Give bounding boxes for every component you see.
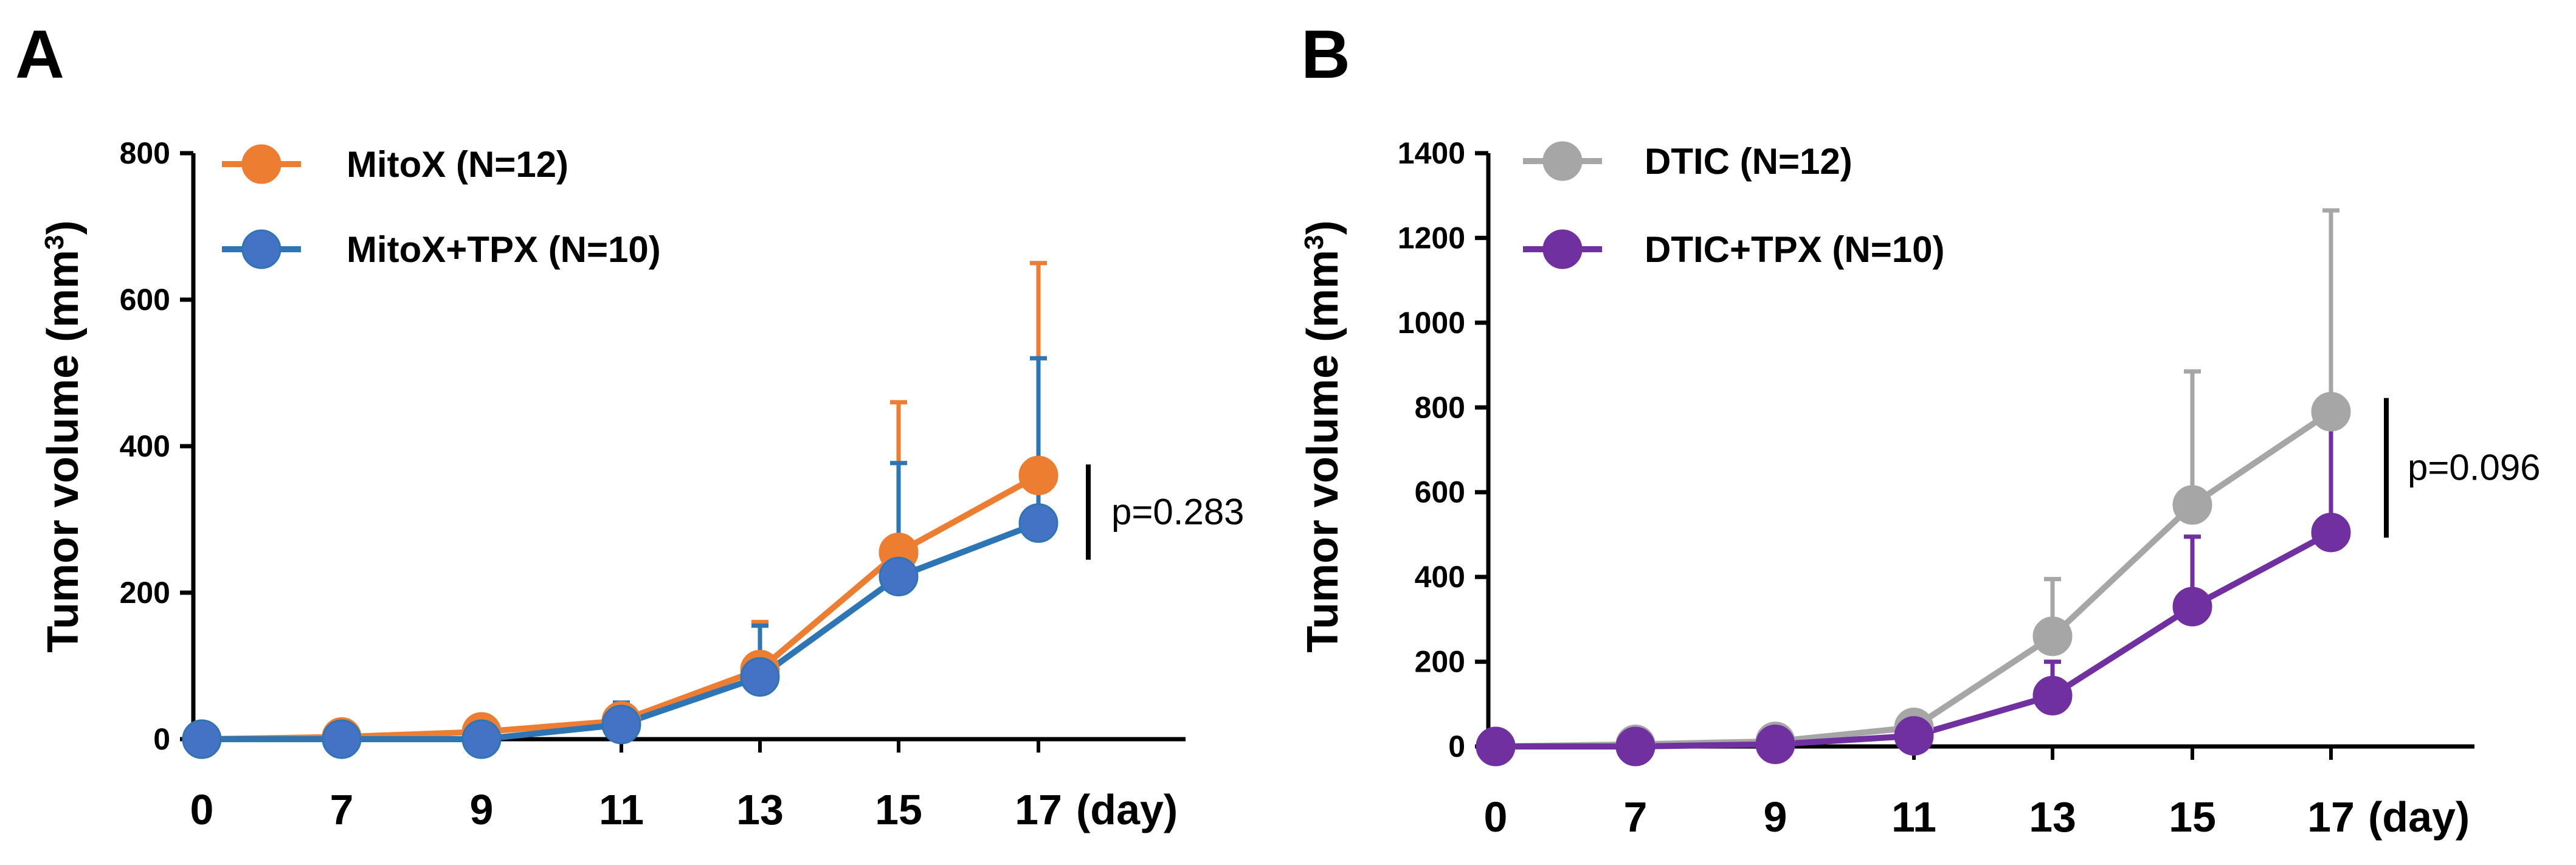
panel-a-error-bars	[613, 261, 1047, 725]
y-tick-label: 1000	[1398, 306, 1465, 340]
y-tick-label: 600	[1415, 475, 1465, 509]
data-point	[2172, 587, 2212, 627]
y-tick-label: 1400	[1398, 136, 1465, 170]
data-point	[601, 705, 641, 745]
y-tick-label: 0	[153, 722, 170, 756]
y-tick-label: 400	[120, 429, 170, 463]
data-point	[2032, 616, 2073, 657]
panel-a-axes	[180, 151, 1186, 753]
y-tick-label: 600	[120, 283, 170, 317]
x-tick-label: 9	[470, 786, 494, 833]
data-point	[461, 719, 502, 759]
legend-marker	[1542, 141, 1583, 181]
x-tick-label: 13	[2029, 793, 2076, 841]
x-tick-label: 15	[2169, 793, 2216, 841]
panel-a-data-points	[182, 455, 1058, 759]
x-tick-label: 15	[875, 786, 922, 833]
data-point	[322, 719, 362, 759]
x-tick-label: 11	[599, 786, 644, 833]
panel-b-p-value-annotation: p=0.096	[2384, 398, 2541, 538]
panel-b-legend: DTIC (N=12) DTIC+TPX (N=10)	[1523, 141, 1944, 270]
panel-a-series-lines	[201, 472, 1040, 742]
panel-a-letter: A	[15, 16, 64, 92]
y-tick-label: 200	[1415, 645, 1465, 679]
legend-label: DTIC (N=12)	[1645, 141, 1853, 182]
legend-label: MitoX (N=12)	[347, 144, 568, 185]
panel-b-y-axis-label: Tumor volume (mm3)	[1299, 220, 1347, 652]
panel-a-y-axis-label: Tumor volume (mm3)	[39, 220, 88, 652]
panel-a-tick-labels: 0 200 400 600 800 0 7 9 11 13 15 17 (day)	[120, 136, 1178, 833]
data-point	[1615, 726, 1656, 767]
x-tick-label: 0	[190, 786, 214, 833]
panel-b-data-points	[1476, 391, 2351, 767]
data-point	[1476, 726, 1516, 767]
x-tick-label: 17	[1015, 786, 1062, 833]
y-tick-label: 1200	[1398, 221, 1465, 255]
panel-b-series-lines	[1495, 409, 2333, 750]
y-tick-label: 0	[1448, 729, 1465, 763]
data-point	[879, 556, 919, 596]
data-point	[2311, 391, 2351, 432]
data-point	[2032, 675, 2073, 715]
p-value-text: p=0.096	[2408, 447, 2541, 488]
data-point	[2172, 485, 2212, 525]
series-line	[1495, 409, 2333, 750]
y-tick-label: 800	[120, 136, 170, 170]
y-tick-label: 800	[1415, 390, 1465, 424]
panel-a: A Tumor volume (mm3) 0 200 400 600 800 0 7 9 11 1…	[15, 16, 1245, 833]
legend-marker	[1542, 229, 1583, 269]
data-point	[2311, 512, 2351, 553]
panel-b-axes	[1475, 151, 2474, 760]
legend-marker	[241, 229, 281, 269]
y-tick-label: 200	[120, 576, 170, 610]
data-point	[1755, 725, 1795, 765]
x-tick-label: 7	[1624, 793, 1648, 841]
data-point	[1018, 455, 1058, 495]
data-point	[182, 719, 222, 759]
x-axis-unit-label: (day)	[2368, 793, 2470, 841]
data-point	[1894, 716, 1934, 756]
data-point	[740, 657, 780, 697]
panel-a-legend: MitoX (N=12) MitoX+TPX (N=10)	[222, 144, 661, 270]
legend-label: MitoX+TPX (N=10)	[347, 229, 661, 270]
x-tick-label: 0	[1484, 793, 1508, 841]
x-tick-label: 13	[736, 786, 784, 833]
legend-marker	[241, 144, 281, 184]
panel-a-p-value-annotation: p=0.283	[1086, 464, 1245, 560]
panel-b-letter: B	[1301, 16, 1350, 92]
p-value-text: p=0.283	[1111, 491, 1245, 532]
data-point	[1018, 503, 1058, 543]
x-tick-label: 9	[1764, 793, 1787, 841]
series-line	[201, 472, 1040, 742]
x-tick-label: 11	[1891, 793, 1936, 841]
panel-b-tick-labels: 0 200 400 600 800 1000 1200 1400 0 7 9 11 13 15 17 (day…	[1398, 136, 2470, 841]
x-axis-unit-label: (day)	[1076, 786, 1178, 833]
x-tick-label: 17	[2307, 793, 2355, 841]
legend-label: DTIC+TPX (N=10)	[1645, 229, 1944, 270]
panel-b: B Tumor volume (mm3) 0 200 400 600 800 1000 12…	[1299, 16, 2541, 841]
x-tick-label: 7	[330, 786, 354, 833]
y-tick-label: 400	[1415, 560, 1465, 594]
